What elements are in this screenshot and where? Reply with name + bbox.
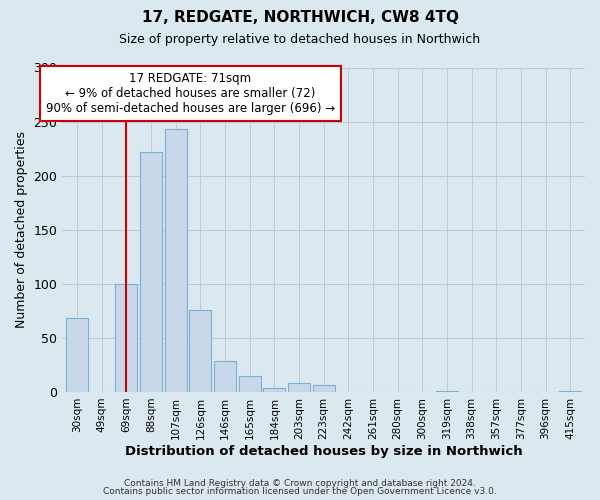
Text: 17, REDGATE, NORTHWICH, CW8 4TQ: 17, REDGATE, NORTHWICH, CW8 4TQ (142, 10, 458, 25)
Text: Contains HM Land Registry data © Crown copyright and database right 2024.: Contains HM Land Registry data © Crown c… (124, 478, 476, 488)
Bar (263, 388, 286, 392)
Text: Size of property relative to detached houses in Northwich: Size of property relative to detached ho… (119, 32, 481, 46)
Bar (436, 391, 458, 392)
Bar (559, 391, 581, 392)
X-axis label: Distribution of detached houses by size in Northwich: Distribution of detached houses by size … (125, 444, 523, 458)
Bar (189, 310, 211, 392)
Y-axis label: Number of detached properties: Number of detached properties (15, 131, 28, 328)
Bar (140, 152, 162, 392)
Text: Contains public sector information licensed under the Open Government Licence v3: Contains public sector information licen… (103, 487, 497, 496)
Bar (66, 318, 88, 392)
Bar (164, 129, 187, 392)
Bar (115, 284, 137, 392)
Bar (214, 360, 236, 392)
Bar (288, 384, 310, 392)
Bar (239, 376, 261, 392)
Text: 17 REDGATE: 71sqm
← 9% of detached houses are smaller (72)
90% of semi-detached : 17 REDGATE: 71sqm ← 9% of detached house… (46, 72, 335, 116)
Bar (313, 386, 335, 392)
